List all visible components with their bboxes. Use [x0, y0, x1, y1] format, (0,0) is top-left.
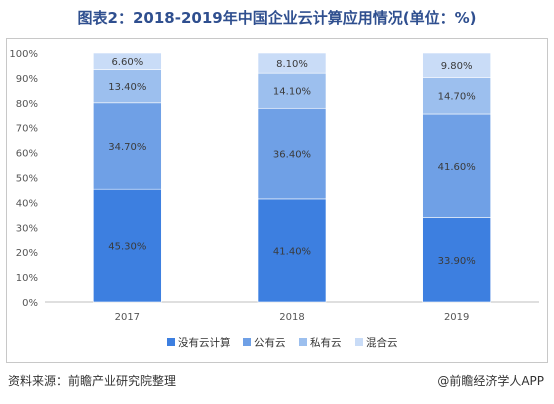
y-tick-label: 60%: [16, 149, 38, 160]
legend-label: 没有云计算: [178, 336, 231, 349]
bar-segment: [257, 198, 327, 303]
data-label: 33.90%: [438, 256, 476, 267]
legend-label: 公有云: [254, 336, 286, 349]
data-label: 9.80%: [441, 61, 473, 72]
chart-title: 图表2：2018-2019年中国企业云计算应用情况(单位：%): [77, 9, 477, 27]
credit-note: @前瞻经济学人APP: [437, 374, 544, 388]
data-label: 14.10%: [273, 87, 311, 98]
bar-segment: [422, 52, 491, 78]
data-label: 13.40%: [108, 82, 146, 93]
y-tick-label: 80%: [16, 99, 38, 110]
chart-frame: 0% 10% 20% 30% 40% 50% 60% 70% 80% 90% 100% 45.30% 3…: [6, 38, 548, 363]
data-label: 36.40%: [273, 150, 311, 161]
bar-segment: [422, 113, 491, 218]
bar-segment: [257, 107, 327, 200]
data-label: 45.30%: [108, 242, 146, 253]
bar-segment: [257, 52, 327, 74]
y-tick-label: 90%: [16, 74, 38, 85]
source-note: 资料来源：前瞻产业研究院整理: [8, 374, 177, 388]
y-tick-label: 10%: [16, 273, 38, 284]
data-label: 14.70%: [438, 92, 476, 103]
x-tick-label: 2018: [279, 312, 304, 323]
y-tick-label: 70%: [16, 124, 38, 135]
data-label: 34.70%: [108, 142, 146, 153]
y-tick-label: 20%: [16, 248, 38, 259]
y-tick-label: 40%: [16, 198, 38, 209]
legend-swatch: [167, 338, 175, 346]
data-label: 8.10%: [276, 59, 308, 70]
legend-label: 私有云: [310, 336, 342, 349]
y-tick-label: 50%: [16, 174, 38, 185]
stacked-bar-chart: 0% 10% 20% 30% 40% 50% 60% 70% 80% 90% 100% 45.30% 3…: [9, 49, 539, 349]
legend-label: 混合云: [366, 336, 398, 349]
legend-swatch: [355, 338, 363, 346]
data-label: 6.60%: [111, 57, 143, 68]
data-label: 41.40%: [273, 246, 311, 257]
bar-segment: [93, 102, 162, 190]
data-label: 41.60%: [438, 162, 476, 173]
bar-segment: [93, 52, 162, 70]
legend-swatch: [243, 338, 251, 346]
x-tick-label: 2019: [444, 312, 469, 323]
bar-segment: [257, 72, 327, 109]
bar-segment: [93, 188, 162, 303]
legend-swatch: [299, 338, 307, 346]
bar-segment: [422, 77, 491, 115]
y-tick-label: 30%: [16, 223, 38, 234]
bar-segment: [422, 217, 491, 303]
y-tick-label: 100%: [9, 49, 38, 60]
y-tick-label: 0%: [22, 298, 38, 309]
x-tick-label: 2017: [115, 312, 140, 323]
